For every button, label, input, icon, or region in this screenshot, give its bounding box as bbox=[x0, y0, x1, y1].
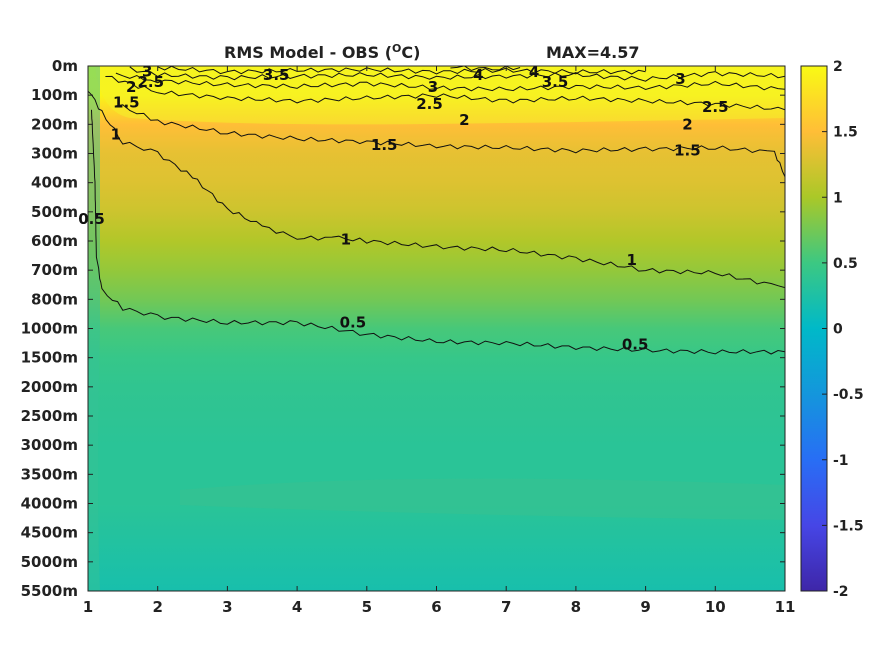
colorbar-tick-label: 1 bbox=[833, 190, 843, 206]
contour-label: 1 bbox=[111, 126, 121, 144]
contour-line bbox=[129, 66, 785, 82]
contour-line bbox=[115, 72, 785, 92]
contour-label: 1.5 bbox=[113, 93, 140, 111]
y-tick-label: 5000m bbox=[21, 553, 78, 571]
contour-label: 4 bbox=[529, 63, 539, 81]
contour-label: 3 bbox=[428, 78, 438, 96]
y-tick-label: 2000m bbox=[21, 378, 78, 396]
y-axis: 0m 100m 200m 300m 400m 500m 600m 700m 800m 1000m 1… bbox=[21, 57, 785, 600]
contour-label: 0.5 bbox=[340, 314, 367, 332]
y-tick-label: 4000m bbox=[21, 495, 78, 513]
y-tick-label: 0m bbox=[52, 57, 78, 75]
y-tick-label: 300m bbox=[31, 145, 78, 163]
colorbar-tick-label: -1 bbox=[833, 453, 849, 469]
y-tick-label: 100m bbox=[31, 86, 78, 104]
left-edge-band bbox=[88, 66, 100, 591]
colorbar-tick-label: -0.5 bbox=[833, 387, 864, 403]
max-label: MAX=4.57 bbox=[546, 43, 640, 62]
contour-label: 0.5 bbox=[78, 210, 105, 228]
y-tick-label: 700m bbox=[31, 261, 78, 279]
contour-label: 3 bbox=[142, 62, 152, 80]
contour-label: 2 bbox=[126, 78, 136, 96]
x-tick-label: 11 bbox=[775, 598, 796, 616]
y-tick-label: 5500m bbox=[21, 582, 78, 600]
x-axis: 1 2 3 4 5 6 7 8 9 10 11 bbox=[83, 66, 796, 616]
x-tick-label: 10 bbox=[705, 598, 726, 616]
y-tick-label: 600m bbox=[31, 232, 78, 250]
x-tick-label: 9 bbox=[640, 598, 650, 616]
x-tick-label: 6 bbox=[431, 598, 441, 616]
x-tick-label: 4 bbox=[292, 598, 302, 616]
colorbar-tick-label: 1.5 bbox=[833, 125, 858, 141]
contour-label: 3 bbox=[675, 70, 685, 88]
colorbar: 2 1.5 1 0.5 0 -0.5 -1 -1.5 -2 bbox=[800, 59, 864, 600]
contour-label: 4 bbox=[473, 66, 483, 84]
colorbar-ticks: 2 1.5 1 0.5 0 -0.5 -1 -1.5 -2 bbox=[822, 59, 864, 600]
title-unit: C) bbox=[401, 43, 420, 62]
y-tick-label: 3000m bbox=[21, 436, 78, 454]
svg-text:RMS Model - OBS (OC): RMS Model - OBS (OC) bbox=[224, 42, 420, 62]
contour-label: 3.5 bbox=[263, 66, 290, 84]
contour-line bbox=[91, 109, 785, 355]
contour-labels: 32 2.51.510.53.532.54 43.521.510.532.521.5… bbox=[78, 62, 728, 353]
contour-label: 2.5 bbox=[416, 95, 443, 113]
colorbar-tick-label: 0.5 bbox=[833, 256, 858, 272]
colorbar-tick-label: -1.5 bbox=[833, 518, 864, 534]
x-tick-label: 2 bbox=[152, 598, 162, 616]
contour-label: 0.5 bbox=[622, 336, 649, 354]
colorbar-tick-label: 2 bbox=[833, 59, 843, 75]
contour-line bbox=[157, 66, 646, 75]
contour-label: 2.5 bbox=[702, 98, 729, 116]
contour-label: 1 bbox=[626, 251, 636, 269]
chart-title: RMS Model - OBS (OC) MAX=4.57 bbox=[224, 42, 640, 62]
contour-label: 1.5 bbox=[371, 136, 398, 154]
colorbar-tick-label: -2 bbox=[833, 584, 849, 600]
title-main: RMS Model - OBS ( bbox=[224, 43, 392, 62]
y-tick-label: 2500m bbox=[21, 407, 78, 425]
y-tick-label: 4500m bbox=[21, 524, 78, 542]
contour-line bbox=[88, 90, 785, 289]
plot-area: 32 2.51.510.53.532.54 43.521.510.532.521.5… bbox=[78, 62, 786, 592]
contour-label: 3.5 bbox=[542, 73, 569, 91]
x-tick-label: 3 bbox=[222, 598, 232, 616]
x-tick-label: 7 bbox=[501, 598, 511, 616]
y-tick-label: 800m bbox=[31, 290, 78, 308]
contour-label: 1.5 bbox=[674, 142, 701, 160]
y-tick-label: 1500m bbox=[21, 349, 78, 367]
y-tick-label: 400m bbox=[31, 174, 78, 192]
colorbar-tick-label: 0 bbox=[833, 322, 843, 338]
contour-label: 2 bbox=[682, 115, 692, 133]
x-tick-label: 5 bbox=[362, 598, 372, 616]
contour-label: 2 bbox=[459, 111, 469, 129]
x-tick-label: 1 bbox=[83, 598, 93, 616]
y-tick-label: 200m bbox=[31, 115, 78, 133]
contour-label: 2.5 bbox=[137, 73, 164, 91]
y-tick-label: 500m bbox=[31, 203, 78, 221]
field-shading bbox=[88, 66, 785, 591]
contour-line bbox=[105, 75, 785, 111]
field-fill bbox=[88, 66, 785, 591]
y-tick-label: 1000m bbox=[21, 320, 78, 338]
y-tick-label: 3500m bbox=[21, 465, 78, 483]
deep-lighter-patch bbox=[180, 478, 785, 520]
contours bbox=[88, 66, 785, 355]
contour-label: 1 bbox=[341, 231, 351, 249]
x-tick-label: 8 bbox=[571, 598, 581, 616]
contour-line bbox=[115, 104, 785, 178]
title-superscript: O bbox=[392, 42, 401, 55]
top-shallow-bright bbox=[88, 66, 785, 125]
